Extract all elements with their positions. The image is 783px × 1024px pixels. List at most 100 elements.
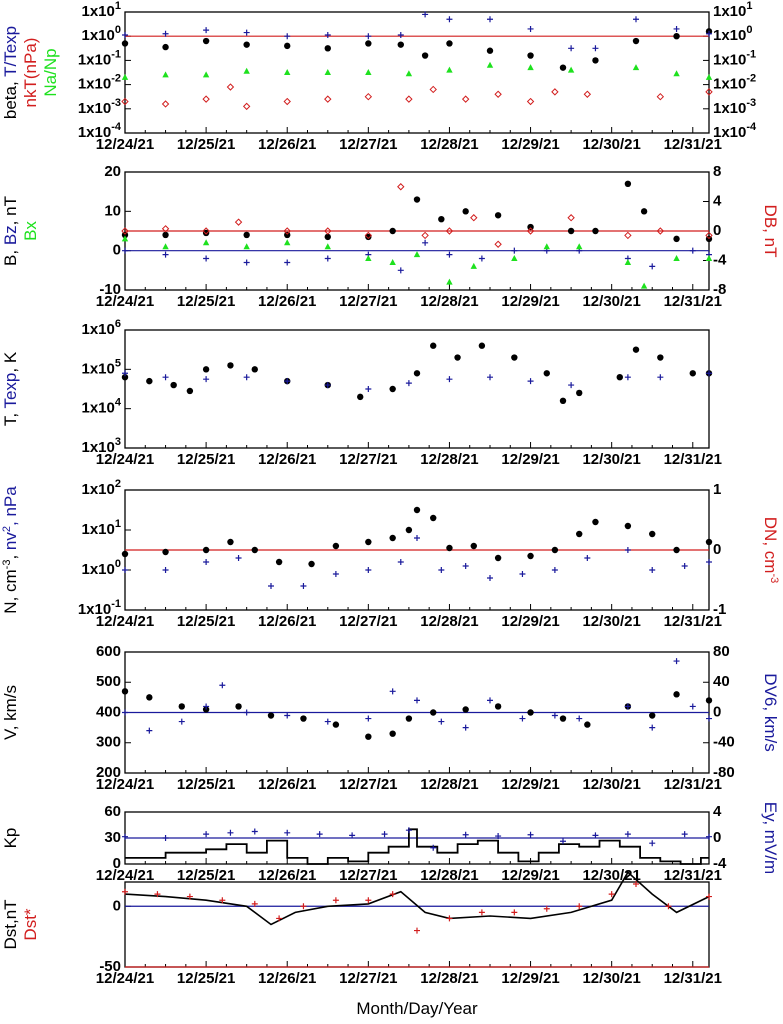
data-point-T-black <box>559 397 567 404</box>
data-point-B-black <box>592 227 599 235</box>
data-point-B-black <box>462 208 469 215</box>
data-point-beta-black <box>162 43 169 51</box>
data-point-T-black <box>543 370 550 377</box>
data-point-beta-green <box>632 64 640 71</box>
y-axis-label-B: B, Bz, nT <box>1 196 20 266</box>
data-point-T-black <box>689 370 696 377</box>
data-point-T-blue <box>657 374 664 381</box>
data-point-beta-blue <box>284 33 291 40</box>
data-point-V-black <box>649 712 656 719</box>
data-point-beta-green <box>673 70 680 77</box>
x-tick-label-T: 12/24/21 <box>96 451 154 468</box>
right-axis-label-Kp: Ey, mV/m <box>761 802 780 874</box>
data-point-T-blue <box>487 374 493 381</box>
data-point-B-blue <box>649 263 656 270</box>
data-point-B-black <box>162 231 169 239</box>
x-tick-label-B: 12/26/21 <box>258 293 316 310</box>
x-tick-label-beta: 12/24/21 <box>96 136 154 153</box>
data-point-Kp-blue <box>284 829 291 836</box>
data-point-beta-red <box>202 95 210 103</box>
data-point-beta-blue <box>527 25 534 32</box>
data-point-Kp-blue <box>430 844 437 851</box>
data-point-beta-red <box>705 88 713 96</box>
data-point-N-blue <box>235 555 242 561</box>
data-point-beta-black <box>527 52 534 59</box>
x-tick-label-V: 12/26/21 <box>258 776 316 793</box>
data-point-N-black <box>592 518 599 526</box>
data-point-V-black <box>146 694 153 701</box>
data-point-B-green <box>162 243 169 250</box>
left-tick-label-Kp: 60 <box>104 803 121 820</box>
data-point-Dst-red <box>186 893 193 900</box>
data-point-B-black <box>389 227 396 235</box>
data-point-N-black <box>576 530 583 538</box>
data-point-N-blue <box>365 567 372 573</box>
data-point-Dst-red <box>219 897 226 904</box>
data-point-Dst-red <box>706 893 712 900</box>
data-point-B-green <box>705 255 713 262</box>
data-point-B-red <box>121 227 129 235</box>
data-point-N-black <box>389 534 396 542</box>
right-tick-label-V: 40 <box>713 673 730 690</box>
y-axis-label2-beta: nkT(nPa) <box>21 38 40 108</box>
data-point-B-black <box>494 212 502 219</box>
x-tick-label-N: 12/30/21 <box>582 613 640 630</box>
x-tick-label-Kp: 12/30/21 <box>582 867 640 884</box>
right-tick-label-Kp: 4 <box>713 803 722 820</box>
data-point-Dst-red <box>446 915 453 922</box>
data-point-N-blue <box>519 571 526 577</box>
right-tick-label-N: 1 <box>713 481 721 498</box>
x-tick-label-beta: 12/31/21 <box>664 136 722 153</box>
data-point-V-blue <box>438 718 445 725</box>
data-point-T-black <box>478 342 486 349</box>
data-point-B-red <box>494 240 502 248</box>
data-point-Dst-red <box>122 888 128 895</box>
right-tick-label-Kp: -4 <box>713 855 727 872</box>
data-point-beta-red <box>526 97 535 106</box>
data-point-beta-green <box>324 69 331 75</box>
data-point-Kp-blue <box>122 833 128 840</box>
data-point-beta-green <box>705 73 713 80</box>
data-point-beta-red <box>324 95 332 103</box>
data-point-V-blue <box>689 703 696 710</box>
data-point-Kp-blue <box>649 840 656 847</box>
data-point-V-black <box>389 730 396 737</box>
data-point-V-black <box>559 715 567 722</box>
data-point-beta-blue <box>397 31 404 38</box>
data-point-B-blue <box>422 239 429 246</box>
data-point-V-black <box>527 709 534 716</box>
data-point-Kp-blue <box>162 835 169 841</box>
x-tick-label-Dst: 12/26/21 <box>258 970 316 987</box>
data-point-T-black <box>186 387 194 395</box>
data-point-T-black <box>121 374 129 381</box>
x-tick-label-B: 12/27/21 <box>339 293 397 310</box>
data-point-T-blue <box>706 370 712 377</box>
data-point-B-green <box>511 255 518 262</box>
data-point-V-black <box>332 721 340 728</box>
data-point-V-black <box>235 703 242 710</box>
data-point-beta-green <box>243 67 250 74</box>
data-point-N-blue <box>162 567 169 573</box>
data-point-beta-blue <box>487 16 493 23</box>
data-point-V-black <box>121 688 129 695</box>
data-point-T-black <box>146 377 153 385</box>
data-point-B-black <box>438 216 445 223</box>
data-point-B-blue <box>689 247 696 254</box>
x-tick-label-beta: 12/25/21 <box>177 136 235 153</box>
right-tick-label-beta: 1x10-4 <box>713 121 757 141</box>
x-tick-label-T: 12/27/21 <box>339 451 397 468</box>
right-tick-label-V: 0 <box>713 703 721 720</box>
left-tick-label-T: 1x105 <box>82 357 122 377</box>
data-point-beta-blue <box>203 27 210 34</box>
data-point-Dst-red <box>276 915 283 922</box>
data-point-N-black <box>405 526 413 534</box>
x-tick-label-Dst: 12/30/21 <box>582 970 640 987</box>
left-tick-label-Kp: 30 <box>104 829 121 846</box>
data-point-V-black <box>300 715 307 722</box>
right-tick-label-V: -80 <box>713 764 735 781</box>
data-point-B-black <box>324 233 331 241</box>
right-tick-label-beta: 1x10-1 <box>713 48 756 68</box>
data-point-T-black <box>202 366 210 373</box>
data-point-V-blue <box>519 715 526 722</box>
data-point-beta-blue <box>243 29 250 36</box>
